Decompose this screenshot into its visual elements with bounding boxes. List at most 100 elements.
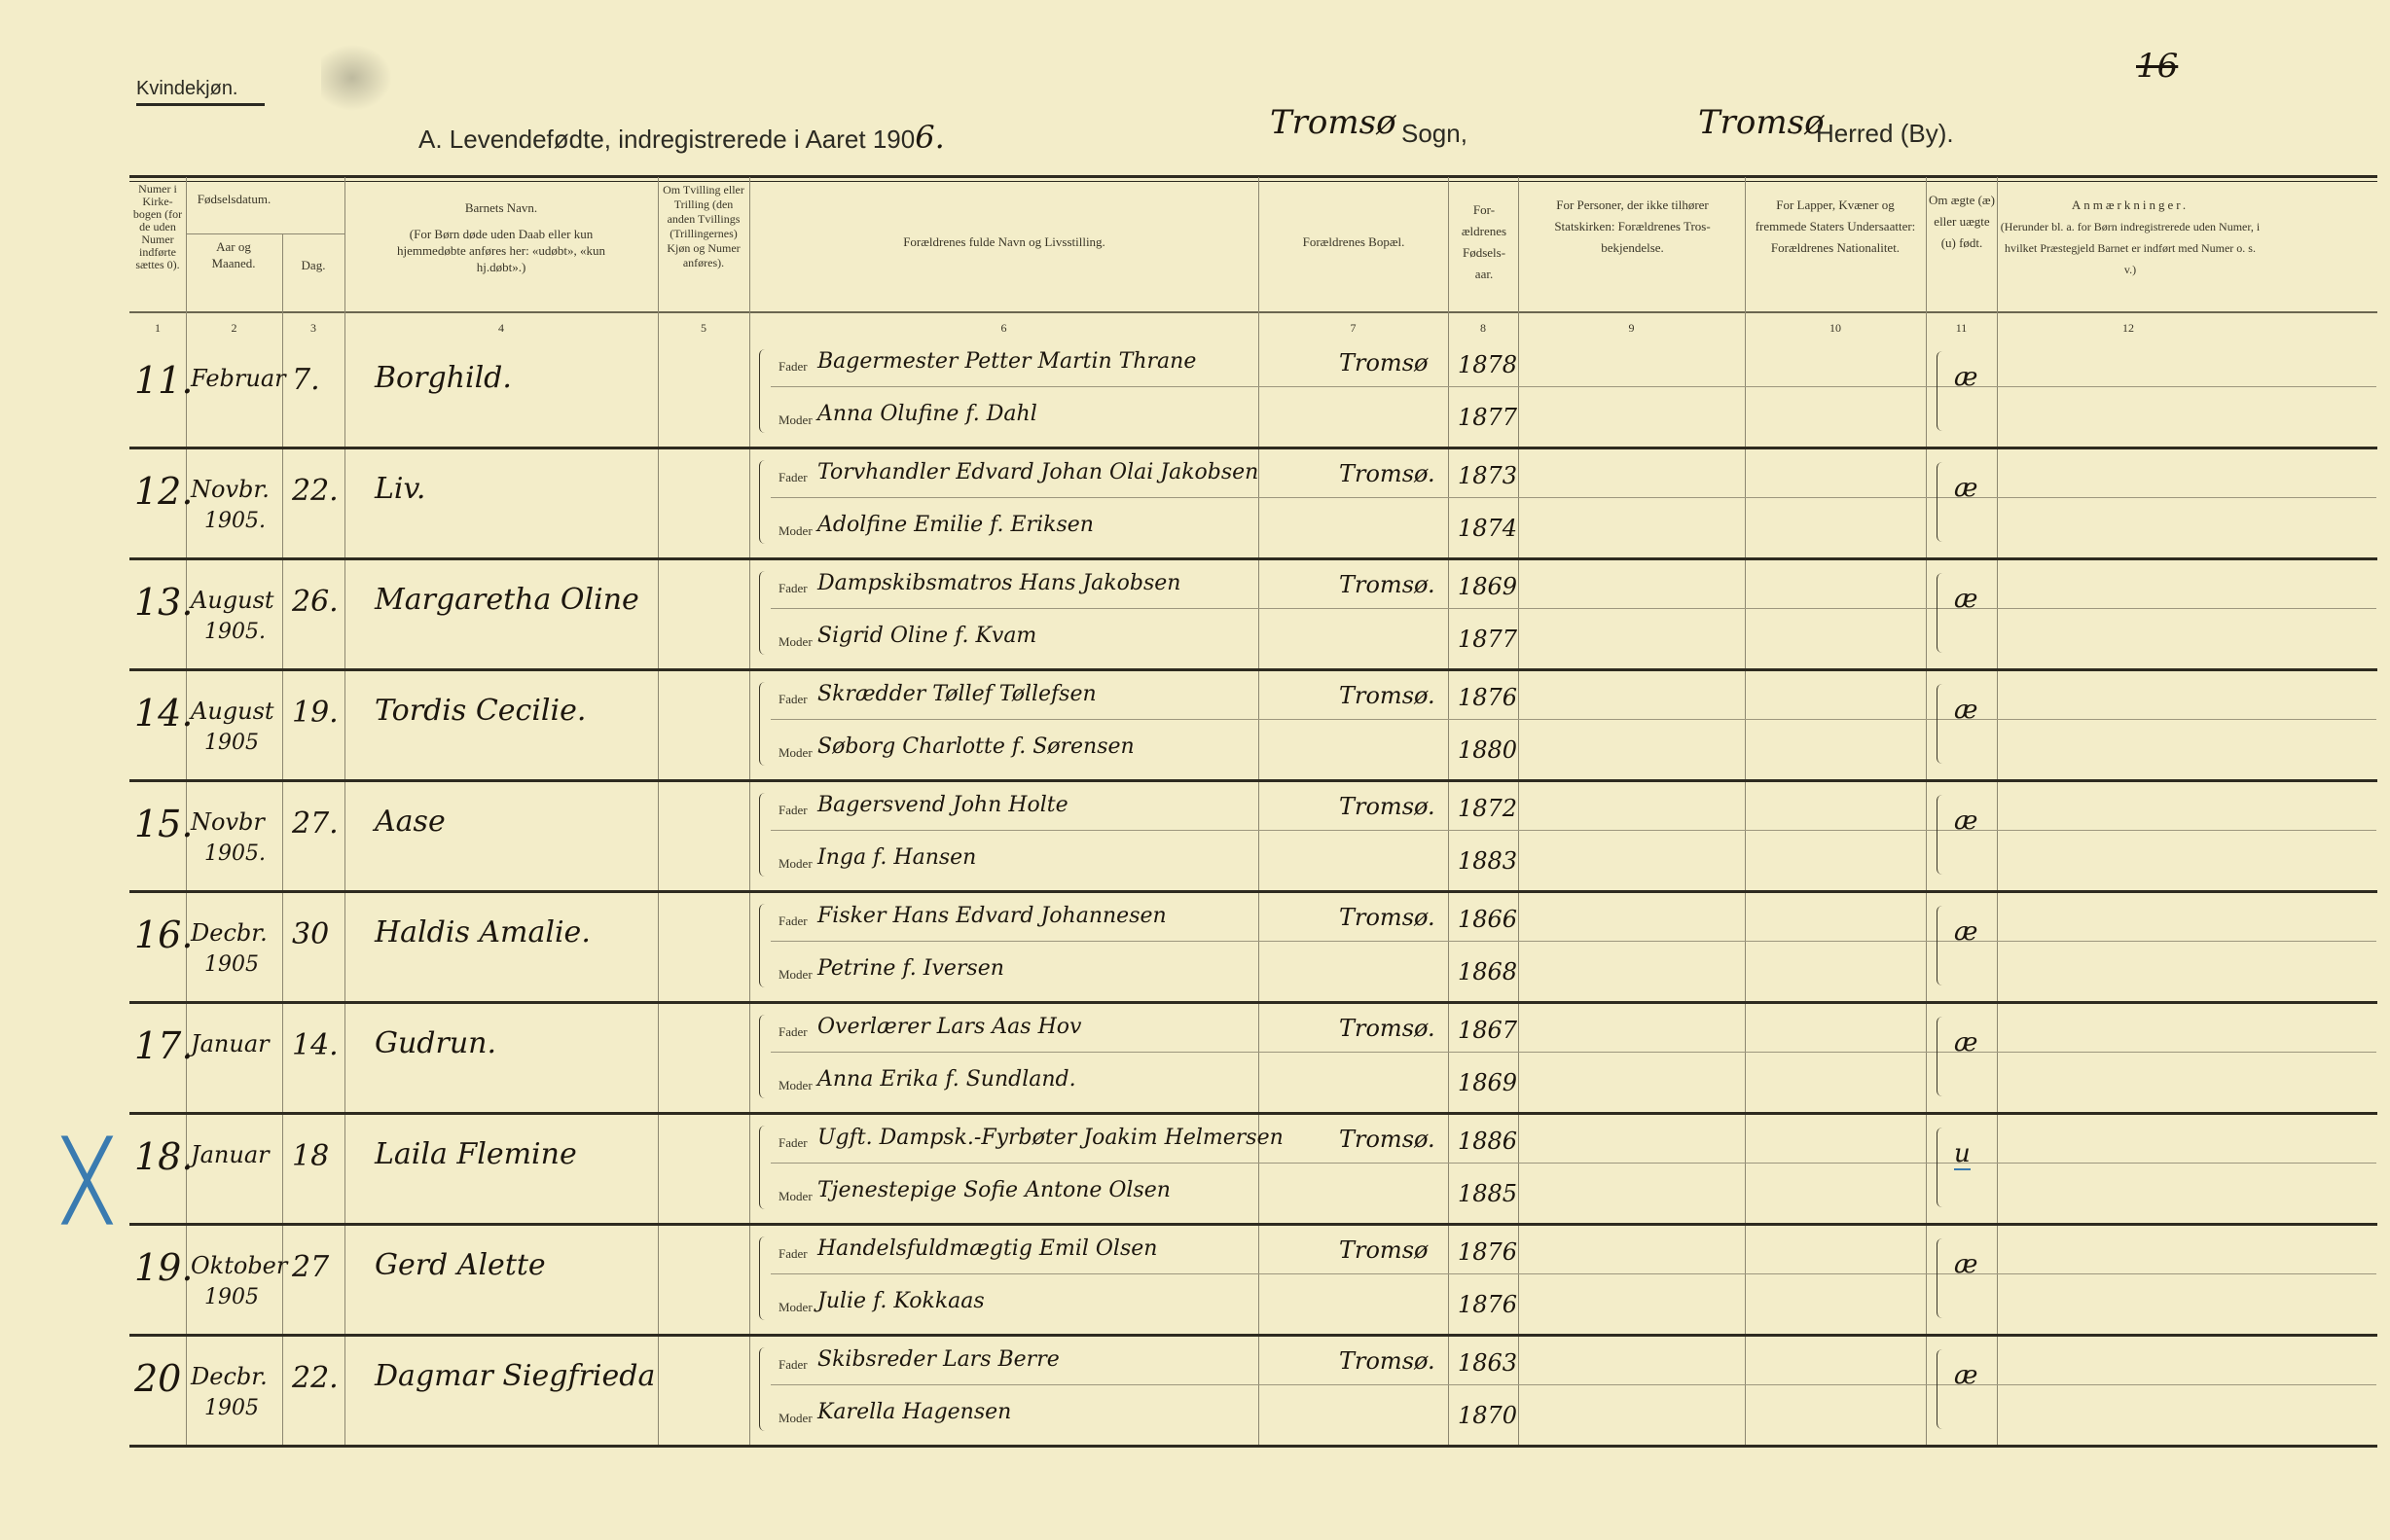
mother-label: Moder	[779, 1189, 813, 1203]
birth-year: 1905.	[204, 842, 266, 866]
parent-bracket	[759, 1347, 766, 1431]
header-bottom-rule	[129, 311, 2377, 313]
parent-subline	[771, 830, 2376, 831]
parent-subline	[771, 1384, 2376, 1385]
mother-birth-year: 1874	[1458, 515, 1518, 542]
legitimacy-bracket	[1937, 1017, 1943, 1096]
legitimacy-bracket	[1937, 906, 1943, 985]
birth-day: 18	[292, 1139, 330, 1173]
child-name: Margaretha Oline	[375, 583, 639, 617]
mother-birth-year: 1885	[1458, 1180, 1518, 1207]
father-birth-year: 1866	[1458, 906, 1518, 933]
father-birth-year: 1867	[1458, 1017, 1518, 1044]
mother-birth-year: 1876	[1458, 1291, 1518, 1318]
col-number: 12	[2122, 321, 2134, 335]
parent-subline	[771, 497, 2376, 498]
row-number: 13.	[134, 581, 194, 624]
mother-label: Moder	[779, 745, 813, 760]
legitimacy: æ	[1954, 1028, 1978, 1057]
mother-label: Moder	[779, 1300, 813, 1314]
parent-subline	[771, 941, 2376, 942]
parent-bracket	[759, 1015, 766, 1098]
row-rule	[129, 1001, 2377, 1004]
birth-day: 30	[292, 917, 330, 951]
row-number: 12.	[134, 470, 194, 513]
gender-label: Kvindekjøn.	[136, 78, 238, 99]
residence: Tromsø	[1339, 1236, 1429, 1264]
col-number: 7	[1350, 321, 1357, 335]
mother-name: Karella Hagensen	[817, 1400, 1012, 1424]
father-label: Fader	[779, 692, 808, 706]
col-divider	[1997, 177, 1998, 1448]
header-col-5: Om Tvilling eller Trilling (den anden Tv…	[663, 183, 744, 269]
header-col-4: Barnets Navn. (For Børn døde uden Daab e…	[389, 199, 613, 275]
father-label: Fader	[779, 1357, 808, 1372]
legitimacy: æ	[1954, 1361, 1978, 1390]
birth-year: 1905	[204, 1285, 259, 1309]
birth-year: 1905.	[204, 509, 266, 533]
header-col-3: Dag.	[301, 258, 326, 272]
birth-month: Novbr.	[191, 476, 270, 503]
header-date-group: Fødselsdatum.	[197, 192, 272, 206]
row-number: 17.	[134, 1024, 194, 1067]
table-top-rule	[129, 175, 2377, 178]
birth-year: 1905	[204, 952, 259, 977]
birth-month: Decbr.	[191, 1363, 268, 1390]
header-col-9: For Personer, der ikke tilhører Statskir…	[1554, 197, 1711, 255]
residence: Tromsø.	[1339, 1015, 1435, 1042]
mother-birth-year: 1869	[1458, 1069, 1518, 1096]
mother-name: Tjenestepige Sofie Antone Olsen	[817, 1178, 1171, 1202]
father-birth-year: 1863	[1458, 1349, 1518, 1377]
row-number: 19.	[134, 1246, 194, 1289]
child-name: Gudrun.	[375, 1026, 497, 1060]
birth-year: 1905	[204, 731, 259, 755]
father-birth-year: 1886	[1458, 1128, 1518, 1155]
parish-value: Tromsø	[1270, 103, 1396, 142]
col-divider	[282, 233, 283, 1448]
row-rule	[129, 890, 2377, 893]
child-name: Haldis Amalie.	[375, 915, 591, 949]
header-col-1: Numer i Kirke-bogen (for de uden Numer i…	[132, 182, 183, 271]
father-name: Torvhandler Edvard Johan Olai Jakobsen	[817, 460, 1259, 484]
mother-label: Moder	[779, 1078, 813, 1092]
col-number: 4	[498, 321, 504, 335]
legitimacy-bracket	[1937, 573, 1943, 653]
birth-day: 27.	[292, 806, 339, 841]
legitimacy-bracket	[1937, 351, 1943, 431]
father-label: Fader	[779, 1135, 808, 1150]
row-number: 20	[134, 1357, 182, 1400]
mother-name: Anna Erika f. Sundland.	[817, 1067, 1076, 1092]
row-rule	[129, 557, 2377, 560]
birth-month: Februar	[191, 365, 286, 392]
mother-label: Moder	[779, 634, 813, 649]
father-birth-year: 1873	[1458, 462, 1518, 489]
mother-label: Moder	[779, 523, 813, 538]
legitimacy: u	[1954, 1139, 1971, 1170]
legitimacy-bracket	[1937, 795, 1943, 875]
residence: Tromsø.	[1339, 793, 1435, 820]
header-col-12-label: Anmærkninger.	[2071, 197, 2190, 212]
child-name: Aase	[375, 805, 446, 839]
father-label: Fader	[779, 803, 808, 817]
district-value: Tromsø	[1698, 103, 1825, 142]
row-rule	[129, 668, 2377, 671]
father-label: Fader	[779, 913, 808, 928]
mother-name: Julie f. Kokkaas	[817, 1289, 985, 1313]
father-name: Fisker Hans Edvard Johannesen	[817, 904, 1167, 928]
father-label: Fader	[779, 359, 808, 374]
mother-birth-year: 1877	[1458, 626, 1518, 653]
parent-bracket	[759, 460, 766, 544]
col-number: 9	[1628, 321, 1635, 335]
legitimacy: æ	[1954, 806, 1978, 836]
header-col-11: Om ægte (æ) eller uægte (u) født.	[1929, 193, 1995, 250]
legitimacy-bracket	[1937, 1128, 1943, 1207]
residence: Tromsø.	[1339, 571, 1435, 598]
legitimacy-bracket	[1937, 1349, 1943, 1429]
col-number: 3	[310, 321, 316, 335]
col-number: 11	[1955, 321, 1968, 335]
header-col-7: Forældrenes Bopæl.	[1302, 234, 1405, 249]
page-mark: 16	[2136, 47, 2179, 86]
parent-bracket	[759, 349, 766, 433]
mother-name: Adolfine Emilie f. Eriksen	[817, 513, 1094, 537]
title-text: A. Levendefødte, indregistrerede i Aaret…	[418, 125, 916, 154]
